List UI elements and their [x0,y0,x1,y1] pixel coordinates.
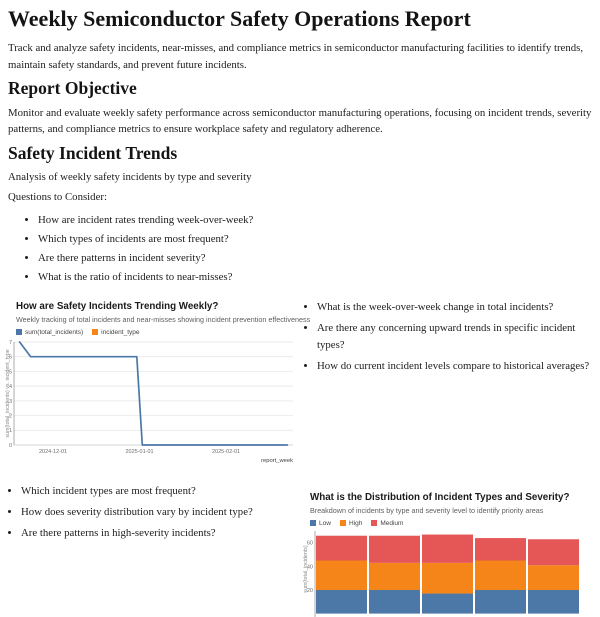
list-item: What is the week-over-week change in tot… [317,299,592,316]
legend-item: sum(total_incidents) [16,329,83,336]
x-tick-label: 2024-12-01 [39,449,67,455]
bar-segment-high[interactable] [316,560,367,590]
list-item: Are there any concerning upward trends i… [317,320,592,354]
bar-segment-medium[interactable] [475,537,526,561]
bar-segment-low[interactable] [316,589,367,614]
page-title: Weekly Semiconductor Safety Operations R… [8,6,471,31]
legend-swatch-icon [92,329,99,336]
list-item: Are there patterns in high-severity inci… [21,525,300,542]
line-chart-subtitle: Weekly tracking of total incidents and n… [16,315,311,325]
legend-swatch-icon [371,520,378,527]
legend-label: Medium [380,519,404,527]
legend-swatch-icon [310,520,316,527]
legend-swatch-icon [339,520,346,527]
legend-item: Low [310,520,331,527]
y-tick-label: 5 [9,369,12,375]
y-tick-label: 4 [9,384,12,390]
list-item: Which types of incidents are most freque… [38,231,592,248]
line-chart-legend: sum(total_incidents) incident_type [16,329,300,336]
y-tick-label: 40 [307,564,313,570]
x-tick-label: 2025-01-01 [125,449,153,455]
legend-label: High [348,519,363,527]
list-item: How are incident rates trending week-ove… [38,212,592,229]
bar-segment-medium[interactable] [316,535,367,561]
legend-swatch-icon [16,329,22,336]
list-item: What is the ratio of incidents to near-m… [38,269,592,286]
bar-segment-high[interactable] [475,560,526,590]
bar-segment-medium[interactable] [422,534,473,563]
report-description: Track and analyze safety incidents, near… [8,41,584,71]
legend-item: High [339,519,363,527]
y-tick-label: 1 [9,428,12,434]
y-tick-label: 0 [9,443,12,449]
y-axis-title: sum(total_incidents) vs. incident_type [5,349,11,437]
line-chart-title: How are Safety Incidents Trending Weekly… [16,300,219,312]
bar-segment-high[interactable] [422,562,473,594]
legend-label: sum(total_incidents) [25,328,84,336]
objective-text: Monitor and evaluate weekly safety perfo… [8,106,592,136]
bar-segment-medium[interactable] [528,539,579,566]
y-tick-label: 60 [307,541,313,547]
list-item: Which incident types are most frequent? [21,483,300,500]
y-tick-label: 7 [9,340,12,346]
bar-chart-title: What is the Distribution of Incident Typ… [310,491,570,503]
bar-segment-low[interactable] [475,589,526,614]
weekly-questions-column: What is the week-over-week change in tot… [300,299,592,379]
distribution-questions-list: Which incident types are most frequent? … [8,483,300,542]
y-tick-label: 3 [9,398,12,404]
distribution-questions-column: Which incident types are most frequent? … [8,483,300,546]
report-body: { "header": { "title": "Weekly Semicondu… [0,0,600,600]
section-heading-trends: Safety Incident Trends [8,143,178,164]
bar-segment-high[interactable] [528,565,579,590]
bar-chart-legend: Low High Medium [310,520,592,527]
y-axis-title: sum(total_incidents) [303,545,309,593]
questions-list: How are incident rates trending week-ove… [8,212,592,286]
line-chart-card: How are Safety Incidents Trending Weekly… [5,299,311,465]
list-item: Are there patterns in incident severity? [38,250,592,267]
legend-label: incident_type [101,328,140,336]
list-item: How does severity distribution vary by i… [21,504,300,521]
bar-segment-low[interactable] [528,589,579,614]
incidents-trend-line-chart[interactable]: 0 1 2 3 4 5 6 7 2024-12-01 2025-01-01 2025-02-01 su… [5,339,300,465]
list-item: How do current incident levels compare t… [317,358,592,375]
legend-item: Medium [371,520,403,527]
y-tick-label: 2 [9,413,12,419]
y-tick-label: 6 [9,354,12,360]
legend-label: Low [319,519,331,527]
bar-segment-low[interactable] [422,593,473,614]
section-heading-objective: Report Objective [8,78,137,99]
trends-subheading: Analysis of weekly safety incidents by t… [8,171,252,184]
bar-chart-subtitle: Breakdown of incidents by type and sever… [310,506,544,516]
bar-segment-low[interactable] [369,589,420,614]
y-tick-label: 20 [307,588,313,594]
weekly-questions-list: What is the week-over-week change in tot… [302,299,592,375]
x-tick-label: 2025-02-01 [212,449,240,455]
bar-chart-card: What is the Distribution of Incident Typ… [300,483,592,617]
x-axis-title: report_week [261,458,293,464]
questions-label: Questions to Consider: [8,190,107,203]
total-incidents-line[interactable] [18,340,289,446]
trend-row: How are Safety Incidents Trending Weekly… [5,299,592,465]
bar-segment-high[interactable] [369,562,420,590]
legend-item: incident_type [92,329,139,336]
bar-segment-medium[interactable] [369,535,420,563]
distribution-row: Which incident types are most frequent? … [8,483,592,617]
